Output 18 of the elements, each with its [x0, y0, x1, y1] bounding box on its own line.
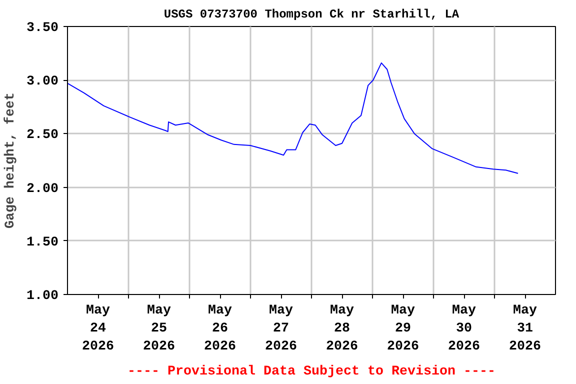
x-tick-label: May 24 2026 [82, 304, 114, 354]
text: ---- Provisional Data Subject to Revision ---- [128, 364, 496, 380]
x-tick-label: May 30 2026 [448, 304, 480, 354]
y-axis-title: Gage height, feet [4, 92, 19, 228]
y-tick-label: 2.00 [26, 182, 59, 197]
x-tick-label: May 26 2026 [204, 304, 236, 354]
x-tick-label: May 25 2026 [143, 304, 176, 354]
x-tick-label: May 28 2026 [326, 304, 358, 354]
x-tick-label: May 29 2026 [387, 304, 420, 354]
x-tick-label: May 31 2026 [509, 304, 542, 354]
y-tick-label: 1.50 [26, 235, 59, 250]
chart-title: USGS 07373700 Thompson Ck nr Starhill, LA [164, 8, 460, 22]
y-tick-label: 1.00 [26, 289, 59, 304]
line-series [68, 62, 519, 174]
y-tick-label: 3.00 [26, 74, 59, 90]
x-tick-label: May 27 2026 [265, 304, 298, 354]
y-tick-label: 2.50 [26, 128, 59, 144]
y-tick-label: 3.50 [26, 21, 59, 36]
